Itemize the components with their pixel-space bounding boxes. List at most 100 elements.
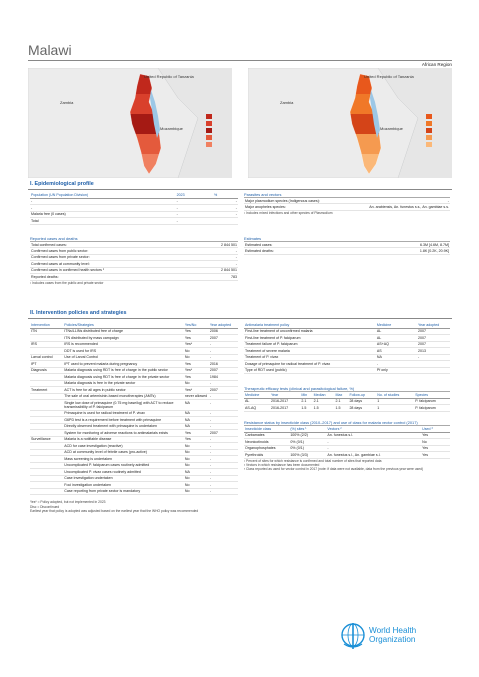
table-cell: No bbox=[183, 462, 209, 470]
table-cell: 2016 bbox=[208, 360, 238, 368]
table: Intervention Policies/Strategies Yes/No Yea… bbox=[30, 322, 238, 496]
table-row: Treatment of severe malaria AS 2013 bbox=[244, 347, 450, 355]
resistance-block: Resistance status by insecticide class (… bbox=[244, 420, 450, 471]
column-header: No. of studies bbox=[376, 392, 415, 399]
table-cell: Type of RDT used (public) bbox=[244, 367, 376, 375]
table-cell bbox=[30, 399, 64, 411]
district-area bbox=[129, 94, 155, 114]
table-cell: Case investigation undertaken bbox=[63, 475, 184, 483]
table-cell: Mass screening is undertaken bbox=[63, 455, 184, 463]
table-cell: never allowed bbox=[183, 393, 209, 401]
table-row: Total - bbox=[30, 217, 238, 225]
table-row: Major plasmodium species (Indigenous cas… bbox=[244, 198, 450, 205]
map-label: Mozambique bbox=[380, 126, 404, 131]
legend-swatch bbox=[206, 114, 212, 119]
table-row: Carbamates 100% (2/2) An. funestus s.l. Yes bbox=[244, 432, 450, 440]
table-cell: 28 days bbox=[348, 404, 377, 412]
table-row: Confirmed cases from private sector: - bbox=[30, 254, 238, 262]
table-cell: Estimated deaths: bbox=[244, 247, 347, 256]
map: United Republic of Tanzania Zambia Mozambi… bbox=[28, 68, 232, 178]
table-cell: No bbox=[183, 347, 209, 355]
table-row: Uncomplicated P. vivax cases routinely a… bbox=[30, 468, 238, 476]
table-cell: 2007 bbox=[417, 341, 450, 349]
table-cell: No bbox=[183, 442, 209, 450]
table-cell: Dosage of primaquine for radical treatme… bbox=[244, 360, 376, 368]
map-label: Mozambique bbox=[160, 126, 184, 131]
table-title: Parasites and vectors bbox=[244, 192, 450, 198]
land bbox=[28, 68, 232, 178]
region: African Region bbox=[421, 62, 452, 67]
table-cell: 2016-2017 bbox=[269, 404, 301, 412]
table-cell: 2016-2017 bbox=[269, 398, 301, 406]
table-cell: No bbox=[183, 488, 209, 496]
treatment-block: Antimalaria treatment policy Medicine Year… bbox=[244, 322, 450, 375]
table-cell: - bbox=[213, 204, 238, 212]
table-row: Directly observed treatment with primaqu… bbox=[30, 423, 238, 431]
table-cell: - bbox=[175, 211, 214, 219]
table-cell bbox=[30, 455, 64, 463]
table-row: Treatment ACT is free for all ages in pub… bbox=[30, 386, 238, 394]
section-rule bbox=[28, 318, 452, 319]
footnote: ² Vectors in which resistance has been d… bbox=[244, 462, 320, 467]
table-cell: - bbox=[326, 438, 422, 446]
table-row: ITN ITNs/LLINs distributed free of charge… bbox=[30, 328, 238, 336]
estimates-block: Estimates Estimated cases: 6.3M [4.6M, 8.7… bbox=[244, 236, 450, 256]
table-cell: Single low dose of primaquine (0.75 mg b… bbox=[63, 399, 184, 411]
table-cell: Yes* bbox=[183, 341, 209, 349]
table-row: Confirmed cases at community level: - bbox=[30, 260, 238, 268]
column-header: Median bbox=[312, 392, 335, 399]
legend-swatch bbox=[426, 142, 432, 147]
table-cell: Confirmed cases from private sector: bbox=[30, 254, 198, 262]
table-title: Therapeutic efficacy tests (clinical and… bbox=[244, 386, 450, 392]
table-cell: - bbox=[208, 475, 238, 483]
district-area bbox=[355, 74, 373, 94]
table-cell: Surveillance bbox=[30, 436, 64, 444]
table-cell: Pyrethroids bbox=[244, 451, 290, 459]
table-cell bbox=[30, 347, 64, 355]
table-cell bbox=[30, 334, 64, 342]
header-row: Intervention Policies/Strategies Yes/No Yea… bbox=[30, 322, 238, 329]
column-header: Min bbox=[300, 392, 313, 399]
lake bbox=[150, 90, 160, 138]
section-title: II. Intervention policies and strategies bbox=[30, 310, 127, 316]
table-cell: Treatment failure of P. falciparum bbox=[244, 341, 376, 349]
table-cell: - bbox=[343, 198, 450, 205]
table-cell: P. falciparum bbox=[414, 398, 450, 406]
table-cell: Foci investigation undertaken bbox=[63, 481, 184, 489]
table-row: Primaquine is used for radical treatment… bbox=[30, 410, 238, 418]
table-row: Larval control Use of Larval Control No - bbox=[30, 354, 238, 362]
table-cell: Yes bbox=[183, 328, 209, 336]
table-cell: First-line treatment of P. falciparum bbox=[244, 334, 376, 342]
table-cell: The sale of oral artemisinin-based monot… bbox=[63, 393, 184, 401]
table-cell: Confirmed cases in confirmed health sect… bbox=[30, 267, 198, 275]
table-row: G6PD test is a requirement before treatm… bbox=[30, 416, 238, 424]
table-row: ITN distributed by mass campaign Yes 2007 bbox=[30, 334, 238, 342]
table-cell: - bbox=[208, 462, 238, 470]
table-cell: - bbox=[208, 380, 238, 388]
table-cell: Reported deaths: bbox=[30, 273, 198, 281]
table-cell bbox=[30, 462, 64, 470]
table-cell: 1 bbox=[376, 398, 415, 406]
table-row: Malaria diagnosis using RDT is free of c… bbox=[30, 373, 238, 381]
column-header: Vectors ² bbox=[326, 426, 422, 433]
column-header: Follow-up bbox=[348, 392, 377, 399]
table-cell bbox=[30, 429, 64, 437]
legend-swatch bbox=[206, 121, 212, 126]
table: Population (UN Population Division) 2023%… bbox=[30, 192, 238, 225]
logo-line: World Health bbox=[369, 626, 417, 635]
table-row: Treatment failure of P. falciparum AS+AQ 2… bbox=[244, 341, 450, 349]
column-header: Yes/No bbox=[183, 322, 209, 329]
column-header: Insecticide class bbox=[244, 426, 290, 433]
footnote: Disc = Discontinued bbox=[30, 504, 60, 509]
table-cell: - bbox=[417, 354, 450, 362]
table-cell: - bbox=[175, 198, 214, 206]
table: Estimated cases: 6.3M [4.6M, 8.7M] Estimat… bbox=[244, 242, 450, 256]
population-block: Population (UN Population Division) 2023%… bbox=[30, 192, 238, 225]
table-cell: 100% (2/2) bbox=[289, 432, 327, 440]
table-row: Mass screening is undertaken No - bbox=[30, 455, 238, 463]
table-cell: - bbox=[208, 347, 238, 355]
table-cell: An. funestus s.l. bbox=[326, 432, 422, 440]
table-row: Major anopheles species: An. arabiensis, … bbox=[244, 203, 450, 212]
table-cell: - bbox=[208, 449, 238, 457]
table-cell: 2 844 501 bbox=[197, 242, 238, 249]
